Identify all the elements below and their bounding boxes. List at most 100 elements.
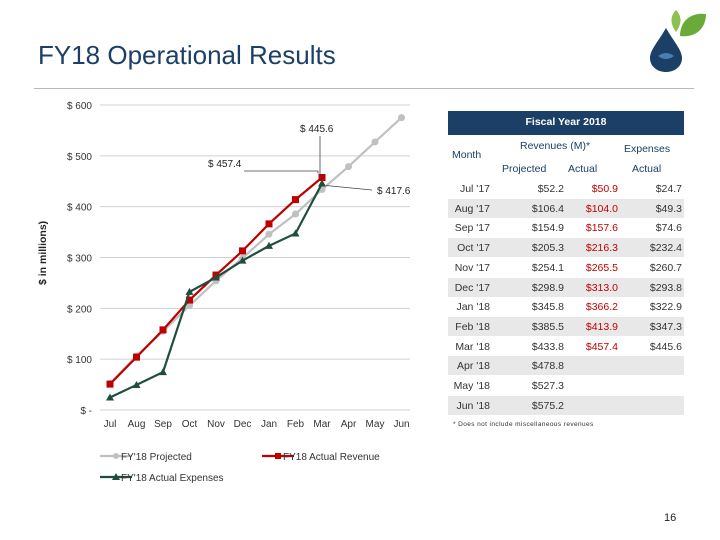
table-footnote: * Does not include miscellaneous revenue… <box>453 421 594 428</box>
table-row: Dec '17 $298.9 $313.0 $293.8 <box>448 277 684 297</box>
month-cell: Oct '17 <box>457 242 490 255</box>
x-tick-label: Mar <box>313 419 331 430</box>
table-row: Jul '17 $52.2 $50.9 $24.7 <box>448 179 684 198</box>
y-tick-label: $ 300 <box>67 254 92 265</box>
col-revenues-header: Revenues (M)* <box>520 140 591 152</box>
month-cell: Jan '18 <box>456 301 490 314</box>
month-cell: Jun '18 <box>456 399 490 412</box>
data-point <box>132 380 141 388</box>
projected-cell: $205.3 <box>531 242 564 255</box>
y-tick-label: $ 500 <box>67 152 92 163</box>
x-tick-label: Apr <box>341 419 357 430</box>
logo-leaf-small-icon <box>671 10 681 32</box>
y-axis-label: $ in millions) <box>37 221 49 285</box>
y-tick-label: $ 400 <box>67 203 92 214</box>
table-row: Jun '18 $575.2 <box>448 395 684 415</box>
expenses-cell: $74.6 <box>655 222 682 235</box>
projected-cell: $433.8 <box>531 340 564 353</box>
col-expenses-header: Expenses <box>624 143 671 155</box>
legend-label: FY'18 Projected <box>121 452 192 463</box>
data-point <box>371 138 379 146</box>
data-annotation: $ 457.4 <box>208 159 242 170</box>
expenses-cell: $293.8 <box>649 281 682 294</box>
projected-cell: $52.2 <box>537 183 564 195</box>
expenses-cell: $260.7 <box>649 261 682 274</box>
table-row: May '18 $527.3 <box>448 376 684 395</box>
title-divider <box>34 88 694 89</box>
legend-swatch-marker <box>112 473 120 480</box>
table-row: Jan '18 $345.8 $366.2 $322.9 <box>448 297 684 316</box>
data-point <box>212 273 220 281</box>
y-tick-label: $ 600 <box>67 101 92 112</box>
table-title: Fiscal Year 2018 <box>525 116 607 128</box>
projected-cell: $575.2 <box>531 399 564 412</box>
actual-cell: $265.5 <box>585 261 618 274</box>
month-cell: Sep '17 <box>454 222 490 235</box>
legend-swatch-marker <box>113 453 119 459</box>
projected-cell: $345.8 <box>531 301 564 314</box>
table-row: Nov '17 $254.1 $265.5 $260.7 <box>448 258 684 277</box>
month-cell: Apr '18 <box>457 360 490 373</box>
logo-leaf-icon <box>680 13 706 37</box>
x-tick-label: Dec <box>234 419 252 430</box>
data-point <box>292 196 299 204</box>
month-cell: May '18 <box>453 380 490 392</box>
x-tick-label: Feb <box>287 419 305 430</box>
actual-cell: $157.6 <box>585 222 618 235</box>
col-month-header: Month <box>452 149 482 161</box>
legend-label: FY'18 Actual Expenses <box>121 473 224 484</box>
col-projected-header: Projected <box>502 163 547 175</box>
data-point <box>106 380 114 388</box>
logo-drop-icon <box>650 28 682 72</box>
data-annotation: $ 445.6 <box>300 124 334 135</box>
data-point <box>239 247 246 255</box>
annotation-leader <box>244 170 319 174</box>
expenses-cell: $347.3 <box>649 320 682 333</box>
data-point <box>265 230 273 238</box>
projected-cell: $527.3 <box>531 380 564 392</box>
x-tick-label: Jan <box>261 419 277 430</box>
projected-cell: $298.9 <box>531 281 564 294</box>
data-point <box>398 114 405 122</box>
company-logo <box>650 10 706 72</box>
actual-cell: $413.9 <box>585 320 618 333</box>
table-row: Oct '17 $205.3 $216.3 $232.4 <box>448 238 684 258</box>
data-point <box>238 256 247 264</box>
actual-cell: $313.0 <box>585 281 618 294</box>
data-point <box>318 179 326 187</box>
actual-cell: $457.4 <box>585 340 618 353</box>
legend-swatch-marker <box>275 453 281 459</box>
data-point <box>265 220 273 228</box>
data-point <box>345 163 352 171</box>
table-header-bar: Fiscal Year 2018 <box>448 111 684 135</box>
table-row: Mar '18 $433.8 $457.4 $445.6 <box>448 337 684 356</box>
actual-cell: $366.2 <box>585 301 618 314</box>
data-point <box>292 210 299 218</box>
actual-cell: $216.3 <box>585 242 618 255</box>
projected-cell: $106.4 <box>531 202 564 215</box>
annotation-leader <box>325 185 373 191</box>
projected-cell: $154.9 <box>531 222 564 235</box>
series-line <box>109 182 323 399</box>
col-actual-header: Actual <box>568 163 598 175</box>
data-point <box>265 241 273 249</box>
expenses-cell: $445.6 <box>649 340 682 353</box>
x-tick-label: May <box>366 419 385 430</box>
actual-cell: $104.0 <box>585 202 618 215</box>
expenses-cell: $24.7 <box>655 183 682 195</box>
month-cell: Nov '17 <box>454 261 490 274</box>
x-tick-label: Aug <box>128 419 146 430</box>
month-cell: Mar '18 <box>455 340 490 353</box>
data-point <box>186 302 193 310</box>
table-row: Aug '17 $106.4 $104.0 $49.3 <box>448 198 684 218</box>
data-point <box>291 229 300 237</box>
series-line <box>109 116 403 385</box>
projected-cell: $478.8 <box>531 360 564 373</box>
x-tick-label: Nov <box>207 419 225 430</box>
page-number: 16 <box>664 512 677 524</box>
actual-cell: $50.9 <box>591 183 618 195</box>
expenses-cell: $322.9 <box>649 301 682 314</box>
month-cell: Dec '17 <box>454 281 490 294</box>
table-row: Sep '17 $154.9 $157.6 $74.6 <box>448 218 684 237</box>
